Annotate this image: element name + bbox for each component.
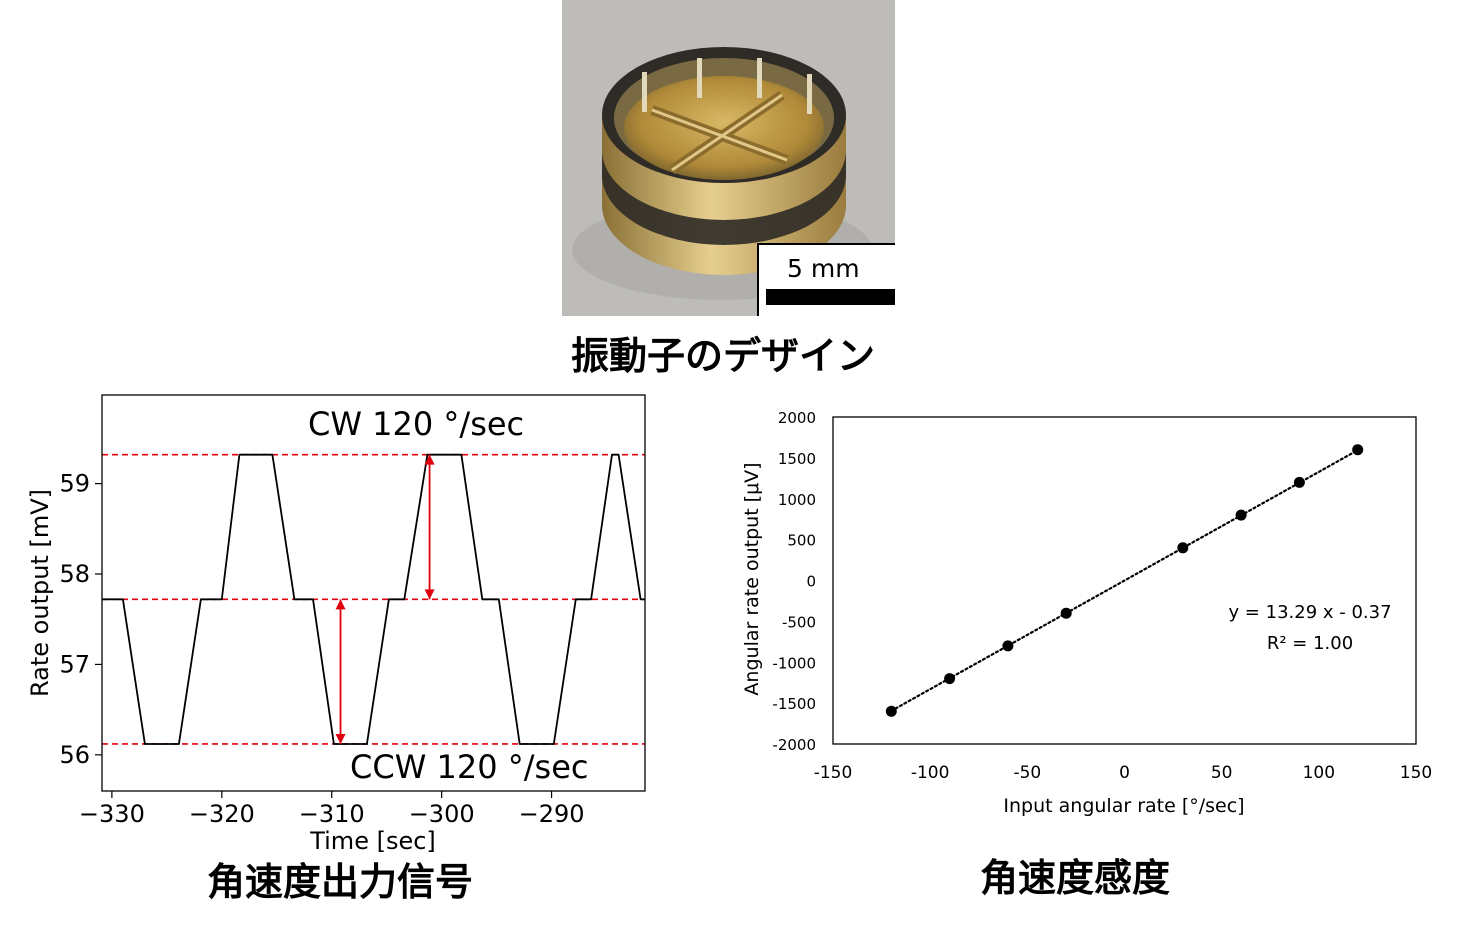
x-axis-ticks: −330 −320 −310 −300 −290 (79, 791, 585, 828)
series-line-0 (102, 453, 645, 745)
y-tick-label: 56 (59, 741, 90, 769)
y-axis-ticks: 56 57 58 59 (59, 470, 102, 769)
y-tick-label: -1000 (772, 654, 816, 672)
data-point (1002, 640, 1014, 652)
x-tick-label: −290 (519, 800, 585, 828)
x-tick-label: −310 (299, 800, 365, 828)
sensitivity-series (885, 444, 1364, 717)
data-point (1060, 607, 1072, 619)
trendline (890, 449, 1359, 713)
trendline-line (890, 449, 1359, 713)
cw-annotation: CW 120 °/sec (308, 405, 524, 443)
y-axis-label: Rate output [mV] (26, 489, 54, 697)
x-tick-label: 150 (1400, 763, 1432, 783)
y-tick-label: 500 (787, 532, 816, 550)
data-point (1177, 542, 1189, 554)
scale-label: 5 mm (787, 254, 860, 283)
amplitude-arrows (335, 454, 435, 744)
x-tick-label: -100 (911, 763, 950, 783)
data-point (1352, 444, 1364, 456)
x-tick-label: −330 (79, 800, 145, 828)
sensitivity-chart: -150 -100 -50 0 50 100 150 -2000-1500-1000-500… (741, 409, 1433, 817)
data-point (1293, 476, 1305, 488)
y-tick-label: 1000 (778, 491, 816, 509)
y-tick-label: 1500 (778, 450, 816, 468)
x-axis-label: Input angular rate [°/sec] (1003, 795, 1244, 817)
y-axis-label: Angular rate output [μV] (741, 462, 763, 695)
x-tick-label: -50 (1013, 763, 1041, 783)
y-tick-label: -500 (782, 613, 816, 631)
x-tick-label: 100 (1303, 763, 1335, 783)
y-tick-label: 0 (806, 573, 816, 591)
amplitude-arrow-0 (424, 454, 435, 600)
y-tick-label: 57 (59, 650, 90, 678)
y-tick-label: 58 (59, 560, 90, 588)
caption-rate-output-signal: 角速度出力信号 (206, 860, 473, 904)
trendline-equation: y = 13.29 x - 0.37 (1228, 602, 1391, 623)
r-squared: R² = 1.00 (1267, 633, 1353, 654)
plot-frame (832, 416, 1417, 745)
data-point (885, 705, 897, 717)
x-tick-label: −320 (189, 800, 255, 828)
scale-bar-box: 5 mm (757, 243, 895, 316)
y-tick-label: 2000 (778, 409, 816, 427)
y-tick-label: -2000 (772, 736, 816, 754)
x-tick-label: −300 (409, 800, 475, 828)
data-point (944, 673, 956, 685)
plot-frame (101, 394, 646, 792)
ccw-annotation: CCW 120 °/sec (350, 748, 588, 786)
x-tick-label: -150 (814, 763, 853, 783)
x-tick-label: 0 (1119, 763, 1130, 783)
x-axis-label: Time [sec] (309, 827, 436, 855)
rate-output-series (102, 453, 645, 745)
x-tick-label: 50 (1211, 763, 1233, 783)
y-axis-ticks: -2000 -1500 -1000 -500 0 500 1000 1500 2000 (772, 409, 816, 754)
rate-output-chart: −330 −320 −310 −300 −290 56 57 58 59 Time [sec]… (26, 394, 646, 855)
data-point (1235, 509, 1247, 521)
y-tick-label: -1500 (772, 695, 816, 713)
resonator-photo (562, 0, 895, 316)
scale-bar (766, 289, 895, 305)
caption-resonator-design: 振動子のデザイン (570, 334, 875, 378)
amplitude-arrow-1 (335, 599, 346, 744)
caption-angular-rate-sensitivity: 角速度感度 (979, 856, 1170, 900)
y-tick-label: 59 (59, 470, 90, 498)
x-axis-ticks: -150 -100 -50 0 50 100 150 (814, 763, 1433, 783)
